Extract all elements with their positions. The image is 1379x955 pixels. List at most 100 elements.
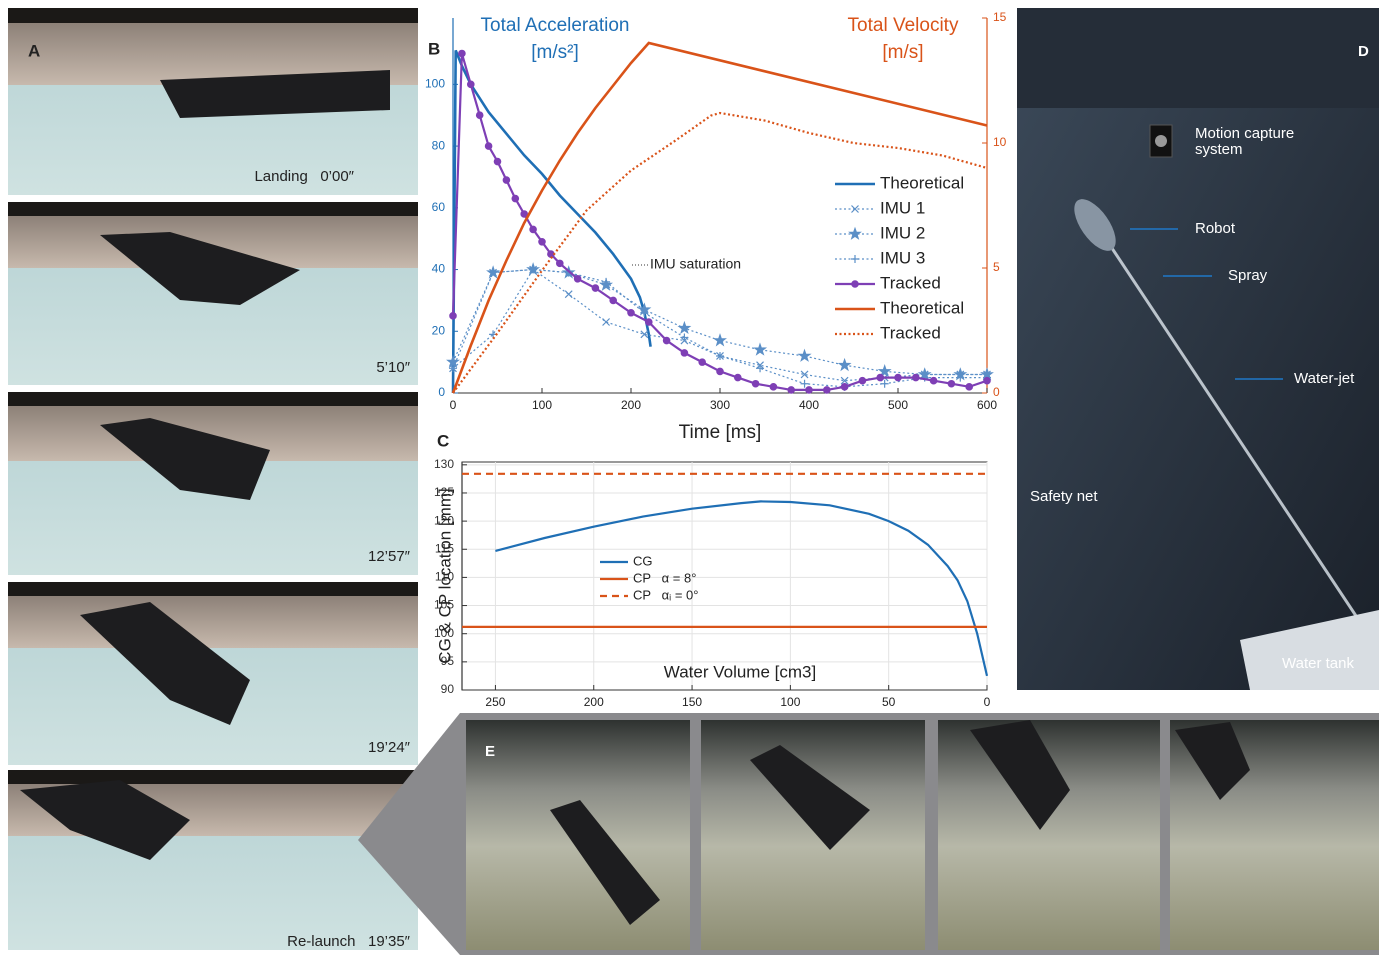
- x-tick-label: 0: [450, 398, 457, 412]
- plot-area: [462, 462, 987, 690]
- annotation: Safety net: [1030, 488, 1098, 505]
- x-tick-label: 300: [710, 398, 730, 412]
- marker: [806, 387, 812, 393]
- panel-e-photos: [358, 713, 1379, 955]
- marker: [752, 381, 758, 387]
- panel-label: B: [428, 39, 440, 58]
- marker: [948, 381, 954, 387]
- x-tick-label: 200: [584, 695, 604, 709]
- marker: [459, 50, 465, 56]
- y-title: Total Acceleration: [481, 15, 630, 36]
- marker: [468, 81, 474, 87]
- x-tick-label: 100: [532, 398, 552, 412]
- annotation: Motion capture: [1195, 125, 1294, 142]
- marker: [485, 143, 491, 149]
- photo: [8, 202, 418, 385]
- legend-label: IMU 2: [880, 223, 925, 242]
- annotation: Robot: [1195, 220, 1236, 237]
- x-tick-label: 600: [977, 398, 997, 412]
- y-title: [m/s²]: [531, 42, 579, 63]
- annotation: IMU saturation: [650, 256, 741, 272]
- photo: [8, 8, 418, 195]
- marker: [852, 281, 858, 287]
- legend-label: CP αᵢ = 0°: [633, 587, 698, 602]
- photo: [8, 392, 418, 575]
- marker: [646, 319, 652, 325]
- panel-label: E: [485, 743, 495, 760]
- photo: [8, 582, 418, 765]
- caption: 5’10″: [376, 359, 410, 376]
- marker: [913, 374, 919, 380]
- y-tick-label: 60: [432, 200, 446, 214]
- marker: [966, 384, 972, 390]
- x-tick-label: 50: [882, 695, 896, 709]
- marker: [770, 384, 776, 390]
- marker: [824, 387, 830, 393]
- marker: [699, 359, 705, 365]
- x-tick-label: 100: [780, 695, 800, 709]
- marker: [574, 276, 580, 282]
- x-title: Water Volume [cm3]: [664, 662, 816, 681]
- marker: [477, 112, 483, 118]
- marker: [450, 313, 456, 319]
- photo: [8, 770, 418, 950]
- y2-tick-label: 15: [993, 10, 1007, 24]
- marker: [663, 337, 669, 343]
- y2-tick-label: 10: [993, 135, 1007, 149]
- panel-d-photo: [1017, 8, 1379, 690]
- marker: [494, 158, 500, 164]
- marker: [841, 384, 847, 390]
- marker: [557, 260, 563, 266]
- annotation: system: [1195, 141, 1243, 158]
- marker: [592, 285, 598, 291]
- x-tick-label: 0: [984, 695, 991, 709]
- marker: [930, 377, 936, 383]
- caption: 19’24″: [368, 739, 411, 756]
- y-tick-label: 0: [438, 385, 445, 399]
- y2-title: Total Velocity: [848, 15, 959, 36]
- caption: Re-launch 19’35″: [287, 933, 411, 950]
- y-tick-label: 80: [432, 138, 446, 152]
- legend-label: Theoretical: [880, 298, 964, 317]
- legend-label: CG: [633, 553, 653, 568]
- y2-title: [m/s]: [882, 42, 923, 63]
- annotation: Water tank: [1282, 655, 1354, 672]
- x-tick-label: 200: [621, 398, 641, 412]
- y-tick-label: 90: [441, 682, 455, 696]
- legend-label: IMU 1: [880, 198, 925, 217]
- figure: A Landing 0’00″ 5’10″ 12’57″ 19’24″ Re-l…: [0, 0, 1379, 955]
- x-tick-label: 500: [888, 398, 908, 412]
- marker: [512, 195, 518, 201]
- panel-label: D: [1358, 43, 1369, 60]
- y-tick-label: 20: [432, 323, 446, 337]
- annotation: Water-jet: [1294, 370, 1355, 387]
- panel-label: A: [28, 41, 40, 60]
- legend-label: CP α = 8°: [633, 570, 696, 585]
- y-title: CG & CP location [mm]: [435, 488, 454, 663]
- legend-label: Tracked: [880, 323, 941, 342]
- marker: [681, 350, 687, 356]
- marker: [984, 377, 990, 383]
- x-title: Time [ms]: [679, 422, 762, 443]
- marker: [877, 374, 883, 380]
- marker: [717, 368, 723, 374]
- marker: [895, 374, 901, 380]
- marker: [530, 226, 536, 232]
- x-tick-label: 400: [799, 398, 819, 412]
- marker: [735, 374, 741, 380]
- marker: [628, 310, 634, 316]
- marker: [859, 377, 865, 383]
- marker: [539, 239, 545, 245]
- caption: 12’57″: [368, 548, 411, 565]
- marker: [788, 387, 794, 393]
- caption: Landing 0’00″: [254, 168, 354, 185]
- x-tick-label: 150: [682, 695, 702, 709]
- y2-tick-label: 5: [993, 260, 1000, 274]
- marker: [503, 177, 509, 183]
- x-tick-label: 250: [485, 695, 505, 709]
- y-tick-label: 40: [432, 262, 446, 276]
- legend-label: Theoretical: [880, 173, 964, 192]
- y-tick-label: 100: [425, 77, 445, 91]
- marker: [610, 297, 616, 303]
- legend-label: IMU 3: [880, 248, 925, 267]
